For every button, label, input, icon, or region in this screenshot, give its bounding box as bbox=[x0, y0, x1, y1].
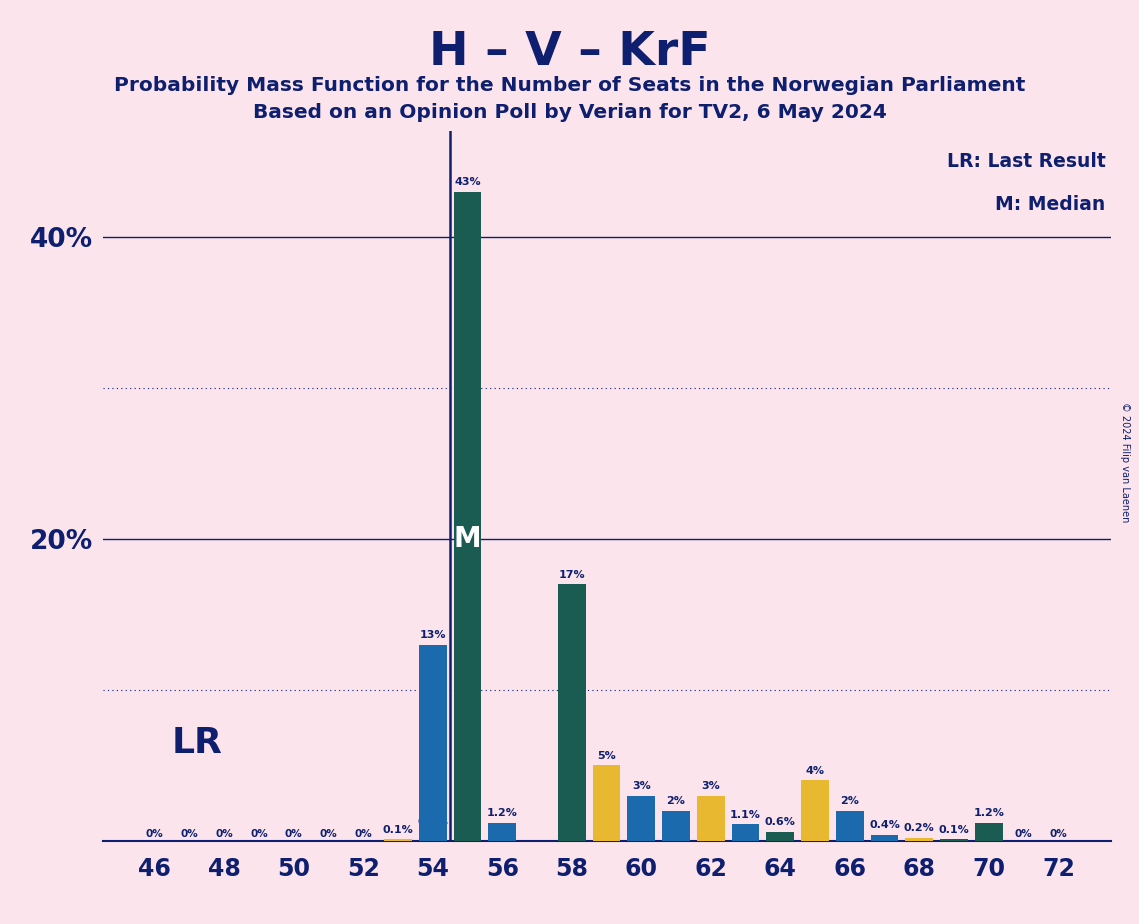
Text: LR: LR bbox=[172, 725, 223, 760]
Text: 17%: 17% bbox=[558, 569, 585, 579]
Bar bbox=[906, 838, 933, 841]
Text: 3%: 3% bbox=[702, 781, 720, 791]
Text: 0%: 0% bbox=[285, 829, 303, 839]
Text: Based on an Opinion Poll by Verian for TV2, 6 May 2024: Based on an Opinion Poll by Verian for T… bbox=[253, 103, 886, 123]
Text: 1.2%: 1.2% bbox=[486, 808, 518, 818]
Text: 0.6%: 0.6% bbox=[765, 817, 796, 827]
Text: 0%: 0% bbox=[181, 829, 198, 839]
Text: 0%: 0% bbox=[1015, 829, 1032, 839]
Bar bbox=[697, 796, 724, 841]
Text: 0.1%: 0.1% bbox=[939, 825, 969, 834]
Text: H – V – KrF: H – V – KrF bbox=[428, 30, 711, 76]
Text: 0%: 0% bbox=[1049, 829, 1067, 839]
Text: 0%: 0% bbox=[320, 829, 337, 839]
Text: 0.2%: 0.2% bbox=[904, 823, 935, 833]
Text: M: Median: M: Median bbox=[995, 195, 1106, 214]
Bar bbox=[801, 781, 829, 841]
Text: 3%: 3% bbox=[632, 781, 650, 791]
Text: 0.6%: 0.6% bbox=[417, 817, 448, 827]
Text: 0%: 0% bbox=[354, 829, 372, 839]
Text: 2%: 2% bbox=[666, 796, 686, 806]
Text: 0%: 0% bbox=[146, 829, 164, 839]
Bar bbox=[489, 822, 516, 841]
Bar bbox=[628, 796, 655, 841]
Bar bbox=[592, 765, 621, 841]
Text: 0%: 0% bbox=[215, 829, 233, 839]
Bar bbox=[940, 839, 968, 841]
Bar bbox=[870, 834, 899, 841]
Text: 13%: 13% bbox=[419, 630, 446, 640]
Bar bbox=[836, 810, 863, 841]
Text: 2%: 2% bbox=[841, 796, 859, 806]
Bar bbox=[384, 839, 412, 841]
Text: M: M bbox=[453, 525, 482, 553]
Bar bbox=[767, 832, 794, 841]
Text: © 2024 Filip van Laenen: © 2024 Filip van Laenen bbox=[1121, 402, 1130, 522]
Text: LR: Last Result: LR: Last Result bbox=[947, 152, 1106, 172]
Text: 4%: 4% bbox=[805, 766, 825, 776]
Bar bbox=[662, 810, 690, 841]
Bar bbox=[975, 822, 1002, 841]
Text: 1.1%: 1.1% bbox=[730, 809, 761, 820]
Text: 43%: 43% bbox=[454, 177, 481, 187]
Bar bbox=[419, 645, 446, 841]
Text: 1.2%: 1.2% bbox=[974, 808, 1005, 818]
Bar bbox=[453, 191, 482, 841]
Bar bbox=[558, 584, 585, 841]
Text: 0%: 0% bbox=[251, 829, 268, 839]
Text: 0.1%: 0.1% bbox=[383, 825, 413, 834]
Text: 5%: 5% bbox=[597, 751, 616, 760]
Bar bbox=[731, 824, 760, 841]
Bar bbox=[419, 832, 446, 841]
Text: Probability Mass Function for the Number of Seats in the Norwegian Parliament: Probability Mass Function for the Number… bbox=[114, 76, 1025, 95]
Text: 0.4%: 0.4% bbox=[869, 821, 900, 831]
